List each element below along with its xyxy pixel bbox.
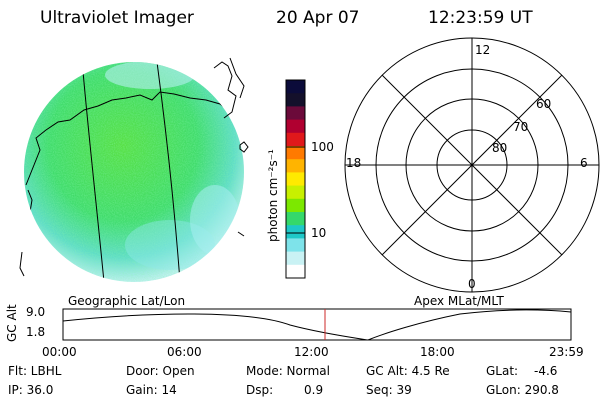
geographic-label: Geographic Lat/Lon: [68, 294, 186, 308]
gain-info: Gain: 14: [126, 383, 177, 397]
seq-info: Seq: 39: [366, 383, 412, 397]
alt-xtick-2: 12:00: [294, 345, 329, 359]
colorbar-segment: [286, 264, 305, 279]
mlt-label-12: 12: [475, 43, 491, 57]
colorbar: [286, 80, 305, 279]
colorbar-segment: [286, 119, 305, 134]
alt-ytick-9: 9.0: [26, 305, 46, 319]
mlat-label-60: 60: [536, 97, 552, 111]
dsp-info: Dsp:: [246, 383, 274, 397]
glon-info: GLon: 290.8: [486, 383, 559, 397]
colorbar-segment: [286, 172, 305, 187]
glat-value: -4.6: [534, 364, 558, 378]
colorbar-segment: [286, 80, 305, 94]
colorbar-label: photon cm⁻²s⁻¹: [266, 149, 280, 242]
alt-xtick-1: 06:00: [167, 345, 202, 359]
colorbar-segment: [286, 238, 305, 253]
colorbar-segment: [286, 251, 305, 266]
page-title: Ultraviolet Imager: [40, 8, 194, 28]
gcalt-info: GC Alt: 4.5 Re: [366, 364, 450, 378]
filter-info: Flt: LBHL: [8, 364, 62, 378]
mlt-label-0: 0: [468, 277, 476, 291]
colorbar-segment: [286, 185, 305, 200]
colorbar-tick-100: 100: [311, 140, 334, 154]
alt-xtick-4: 23:59: [549, 345, 584, 359]
mlt-label-18: 18: [346, 156, 362, 170]
colorbar-segment: [286, 146, 305, 160]
alt-xtick-3: 18:00: [420, 345, 455, 359]
date-label: 20 Apr 07: [276, 8, 360, 28]
alt-xtick-0: 00:00: [42, 345, 77, 359]
glat-info: GLat:: [486, 364, 519, 378]
mode-info: Mode: Normal: [246, 364, 330, 378]
colorbar-segment: [286, 132, 305, 147]
alt-ylabel: GC Alt: [5, 304, 19, 342]
colorbar-segment: [286, 198, 305, 213]
colorbar-segment: [286, 106, 305, 121]
mlat-label-80: 80: [492, 141, 508, 155]
colorbar-segment: [286, 93, 305, 107]
dsp-value: 0.9: [304, 383, 324, 397]
alt-plot: [62, 308, 572, 341]
time-label: 12:23:59 UT: [428, 8, 533, 28]
uvi-image: [19, 57, 249, 282]
ip-info: IP: 36.0: [8, 383, 54, 397]
colorbar-segment: [286, 225, 305, 239]
colorbar-segment: [286, 159, 305, 173]
mlat-label-70: 70: [513, 120, 529, 134]
alt-ytick-1.8: 1.8: [26, 325, 46, 339]
apex-label: Apex MLat/MLT: [414, 294, 504, 308]
colorbar-segment: [286, 212, 305, 226]
colorbar-tick-10: 10: [311, 226, 327, 240]
polar-plot: [344, 37, 600, 293]
mlt-label-6: 6: [580, 156, 588, 170]
door-info: Door: Open: [126, 364, 195, 378]
